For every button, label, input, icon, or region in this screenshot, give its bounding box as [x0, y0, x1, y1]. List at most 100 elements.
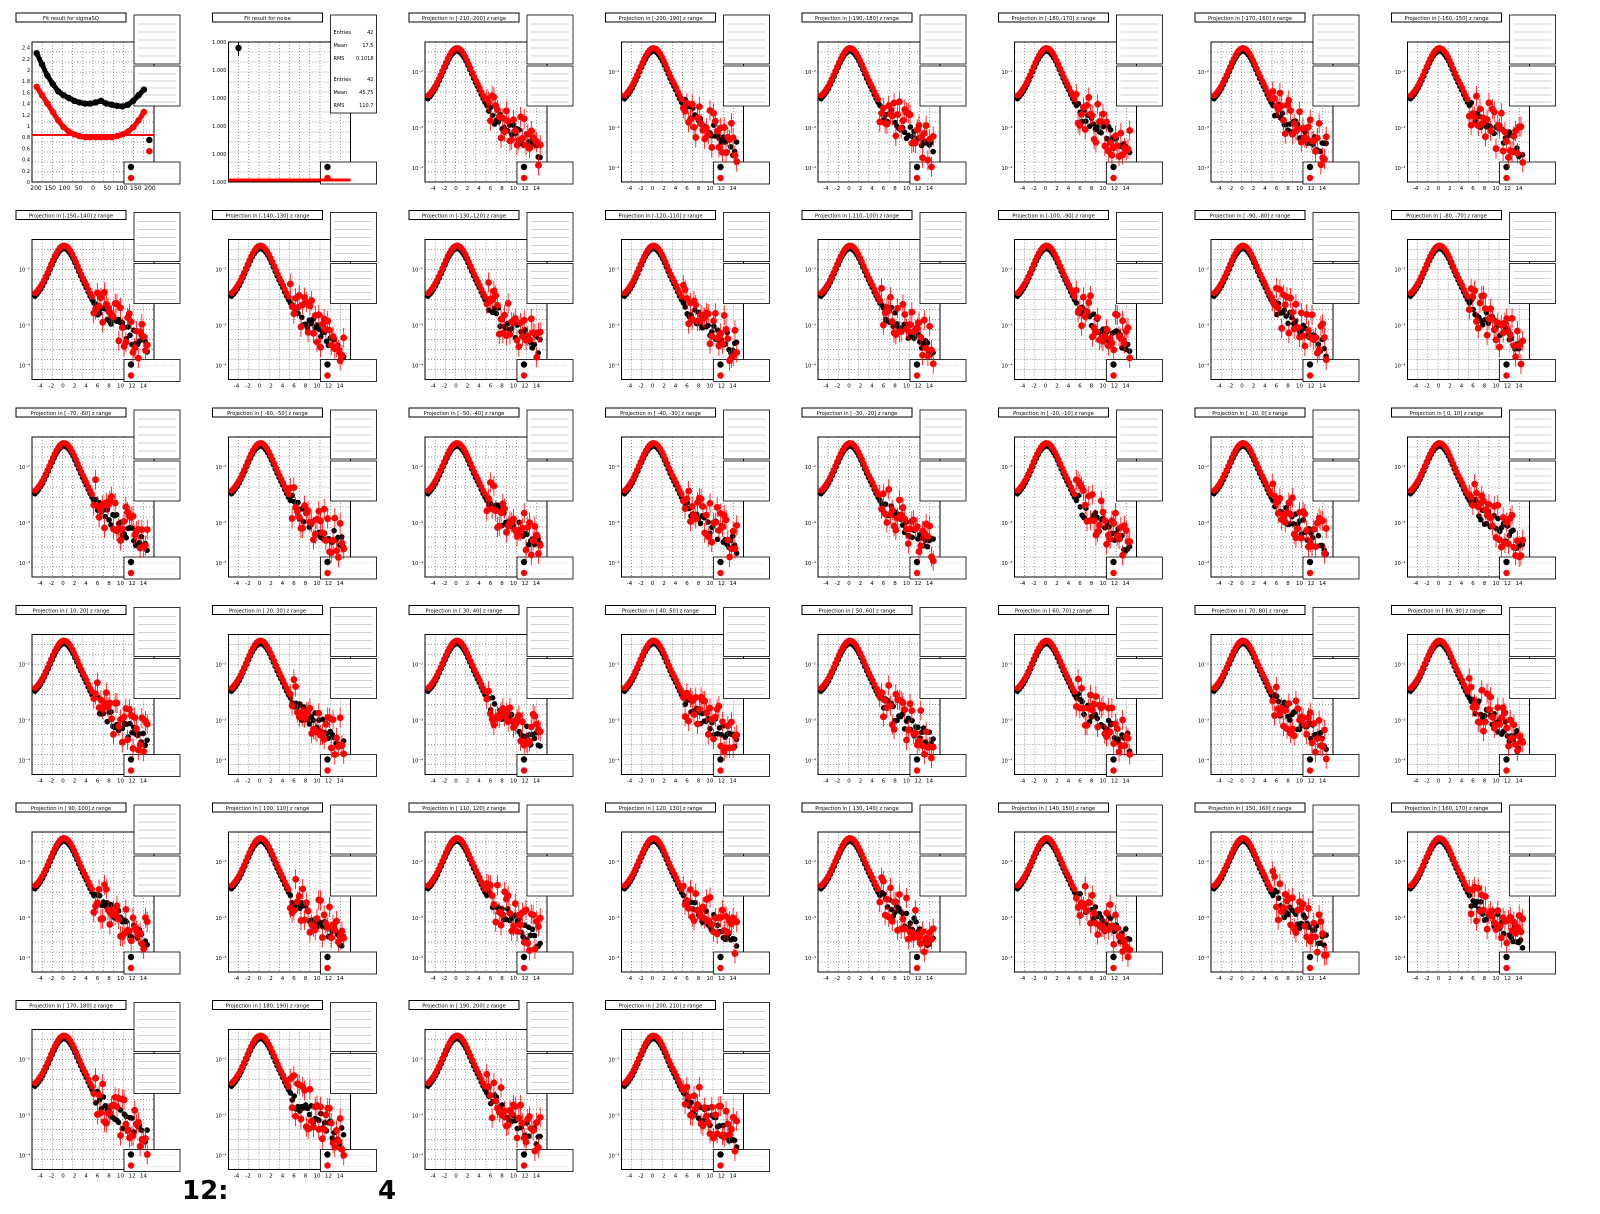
data-point-red [1492, 145, 1500, 152]
legend-marker-black [324, 163, 331, 171]
panel-title: Projection in [ -90, -80] z range [1210, 214, 1291, 220]
data-point-red [1322, 356, 1330, 364]
data-point-red [704, 131, 712, 139]
data-point-black [930, 148, 936, 155]
data-point-red [885, 486, 893, 493]
data-point-red [899, 504, 907, 511]
data-point-red [879, 321, 887, 329]
data-point-red [1088, 491, 1096, 498]
data-point-red [310, 329, 317, 337]
panel-title-box [605, 12, 716, 23]
x-tick-label: 14 [926, 581, 933, 587]
x-tick-label: 12 [1111, 384, 1118, 390]
data-point-red [1322, 525, 1330, 532]
data-point-red [1103, 118, 1110, 126]
x-tick-label: 4 [870, 186, 874, 192]
data-point-red [1308, 311, 1316, 319]
x-tick-label: 6 [489, 186, 493, 192]
data-point-black [531, 341, 538, 348]
data-point-red [1287, 107, 1294, 115]
data-point-red [720, 312, 728, 319]
stats-box [1509, 263, 1556, 304]
stats-box [1509, 14, 1556, 65]
data-point-red [520, 316, 528, 324]
x-tick-label: -4 [1413, 384, 1419, 390]
x-tick-label: -2 [245, 384, 250, 390]
data-point-red [1312, 334, 1319, 342]
x-tick-label: 8 [304, 384, 308, 390]
data-point-red [1085, 299, 1093, 306]
data-point-red [1276, 494, 1284, 502]
legend-marker-black [717, 163, 724, 171]
data-point-red [1101, 517, 1109, 524]
x-tick-label: 0 [1437, 384, 1441, 390]
data-point-red [920, 130, 928, 137]
data-point-red [729, 134, 737, 142]
x-tick-label: 4 [674, 186, 678, 192]
y-tick-label: 10⁻² [1198, 465, 1209, 471]
data-point-red [1092, 139, 1100, 146]
x-tick-label: 0 [454, 384, 458, 390]
x-tick-label: -4 [1413, 186, 1419, 192]
legend-marker-red [1503, 174, 1510, 182]
data-point-red [713, 503, 721, 511]
data-point-red [1083, 308, 1091, 316]
data-point-red [1081, 126, 1089, 133]
y-tick-label: 10⁻³ [1394, 521, 1405, 527]
x-tick-label: 14 [1319, 384, 1326, 390]
legend-marker-black [1306, 163, 1314, 171]
x-tick-label: -4 [823, 581, 829, 587]
x-tick-label: 2 [73, 581, 77, 587]
data-point-red [1296, 108, 1303, 116]
data-point-red [1280, 116, 1287, 124]
x-tick-label: 2 [662, 581, 666, 587]
legend-marker-black [913, 163, 921, 171]
data-point-red [1274, 304, 1282, 312]
data-point-black [1281, 307, 1288, 314]
data-point-red [1310, 525, 1318, 533]
x-tick-label: 0 [258, 581, 262, 587]
x-tick-label: 14 [1123, 581, 1130, 587]
data-point-red [722, 516, 730, 524]
y-tick-label: 10⁻⁴ [608, 561, 619, 567]
data-point-red [1474, 324, 1482, 332]
panel-title: Projection in [-100, -90] z range [1012, 214, 1094, 220]
data-point-red [1471, 113, 1479, 121]
data-point [140, 86, 148, 93]
panel-title: Projection in [ -40, -30] z range [620, 411, 701, 417]
stats-box [1116, 460, 1163, 502]
data-point-red [288, 515, 296, 522]
x-tick-label: -4 [1020, 581, 1026, 587]
data-point-red [1494, 501, 1502, 509]
legend-marker-black [1110, 558, 1117, 566]
data-point-red [901, 311, 909, 318]
data-point-red [1519, 536, 1527, 544]
legend-marker-black [1110, 163, 1117, 171]
data-point-red [1097, 497, 1105, 505]
data-point-red [317, 517, 324, 525]
data-point-red [1469, 293, 1477, 300]
data-point-red [536, 141, 544, 149]
data-point-red [904, 540, 912, 548]
projection-panel: Projection in [-150,-140] z range 10⁻² 10⁻… [15, 210, 181, 390]
panel-title-box [801, 12, 913, 23]
data-point-red [1071, 491, 1078, 498]
data-point-red [485, 98, 492, 106]
x-tick-label: 10 [903, 581, 910, 587]
x-tick-label: 10 [1493, 384, 1500, 390]
data-point-red [326, 326, 333, 334]
data-point-red [1278, 324, 1286, 332]
x-tick-label: 10 [314, 581, 321, 587]
x-tick-label: 0 [651, 384, 655, 390]
stats-label: Mean [334, 43, 348, 49]
y-tick-label: 10⁻⁴ [412, 166, 423, 172]
y-tick-label: 10⁻³ [215, 324, 226, 330]
data-point-red [536, 328, 544, 336]
data-point-red [1120, 339, 1128, 347]
stats-value: 45.75 [359, 90, 373, 96]
data-point-red [883, 120, 891, 128]
stats-label: Mean [334, 90, 348, 96]
data-point-red [685, 487, 693, 495]
x-tick-label: -2 [442, 384, 447, 390]
data-point-red [899, 117, 907, 124]
